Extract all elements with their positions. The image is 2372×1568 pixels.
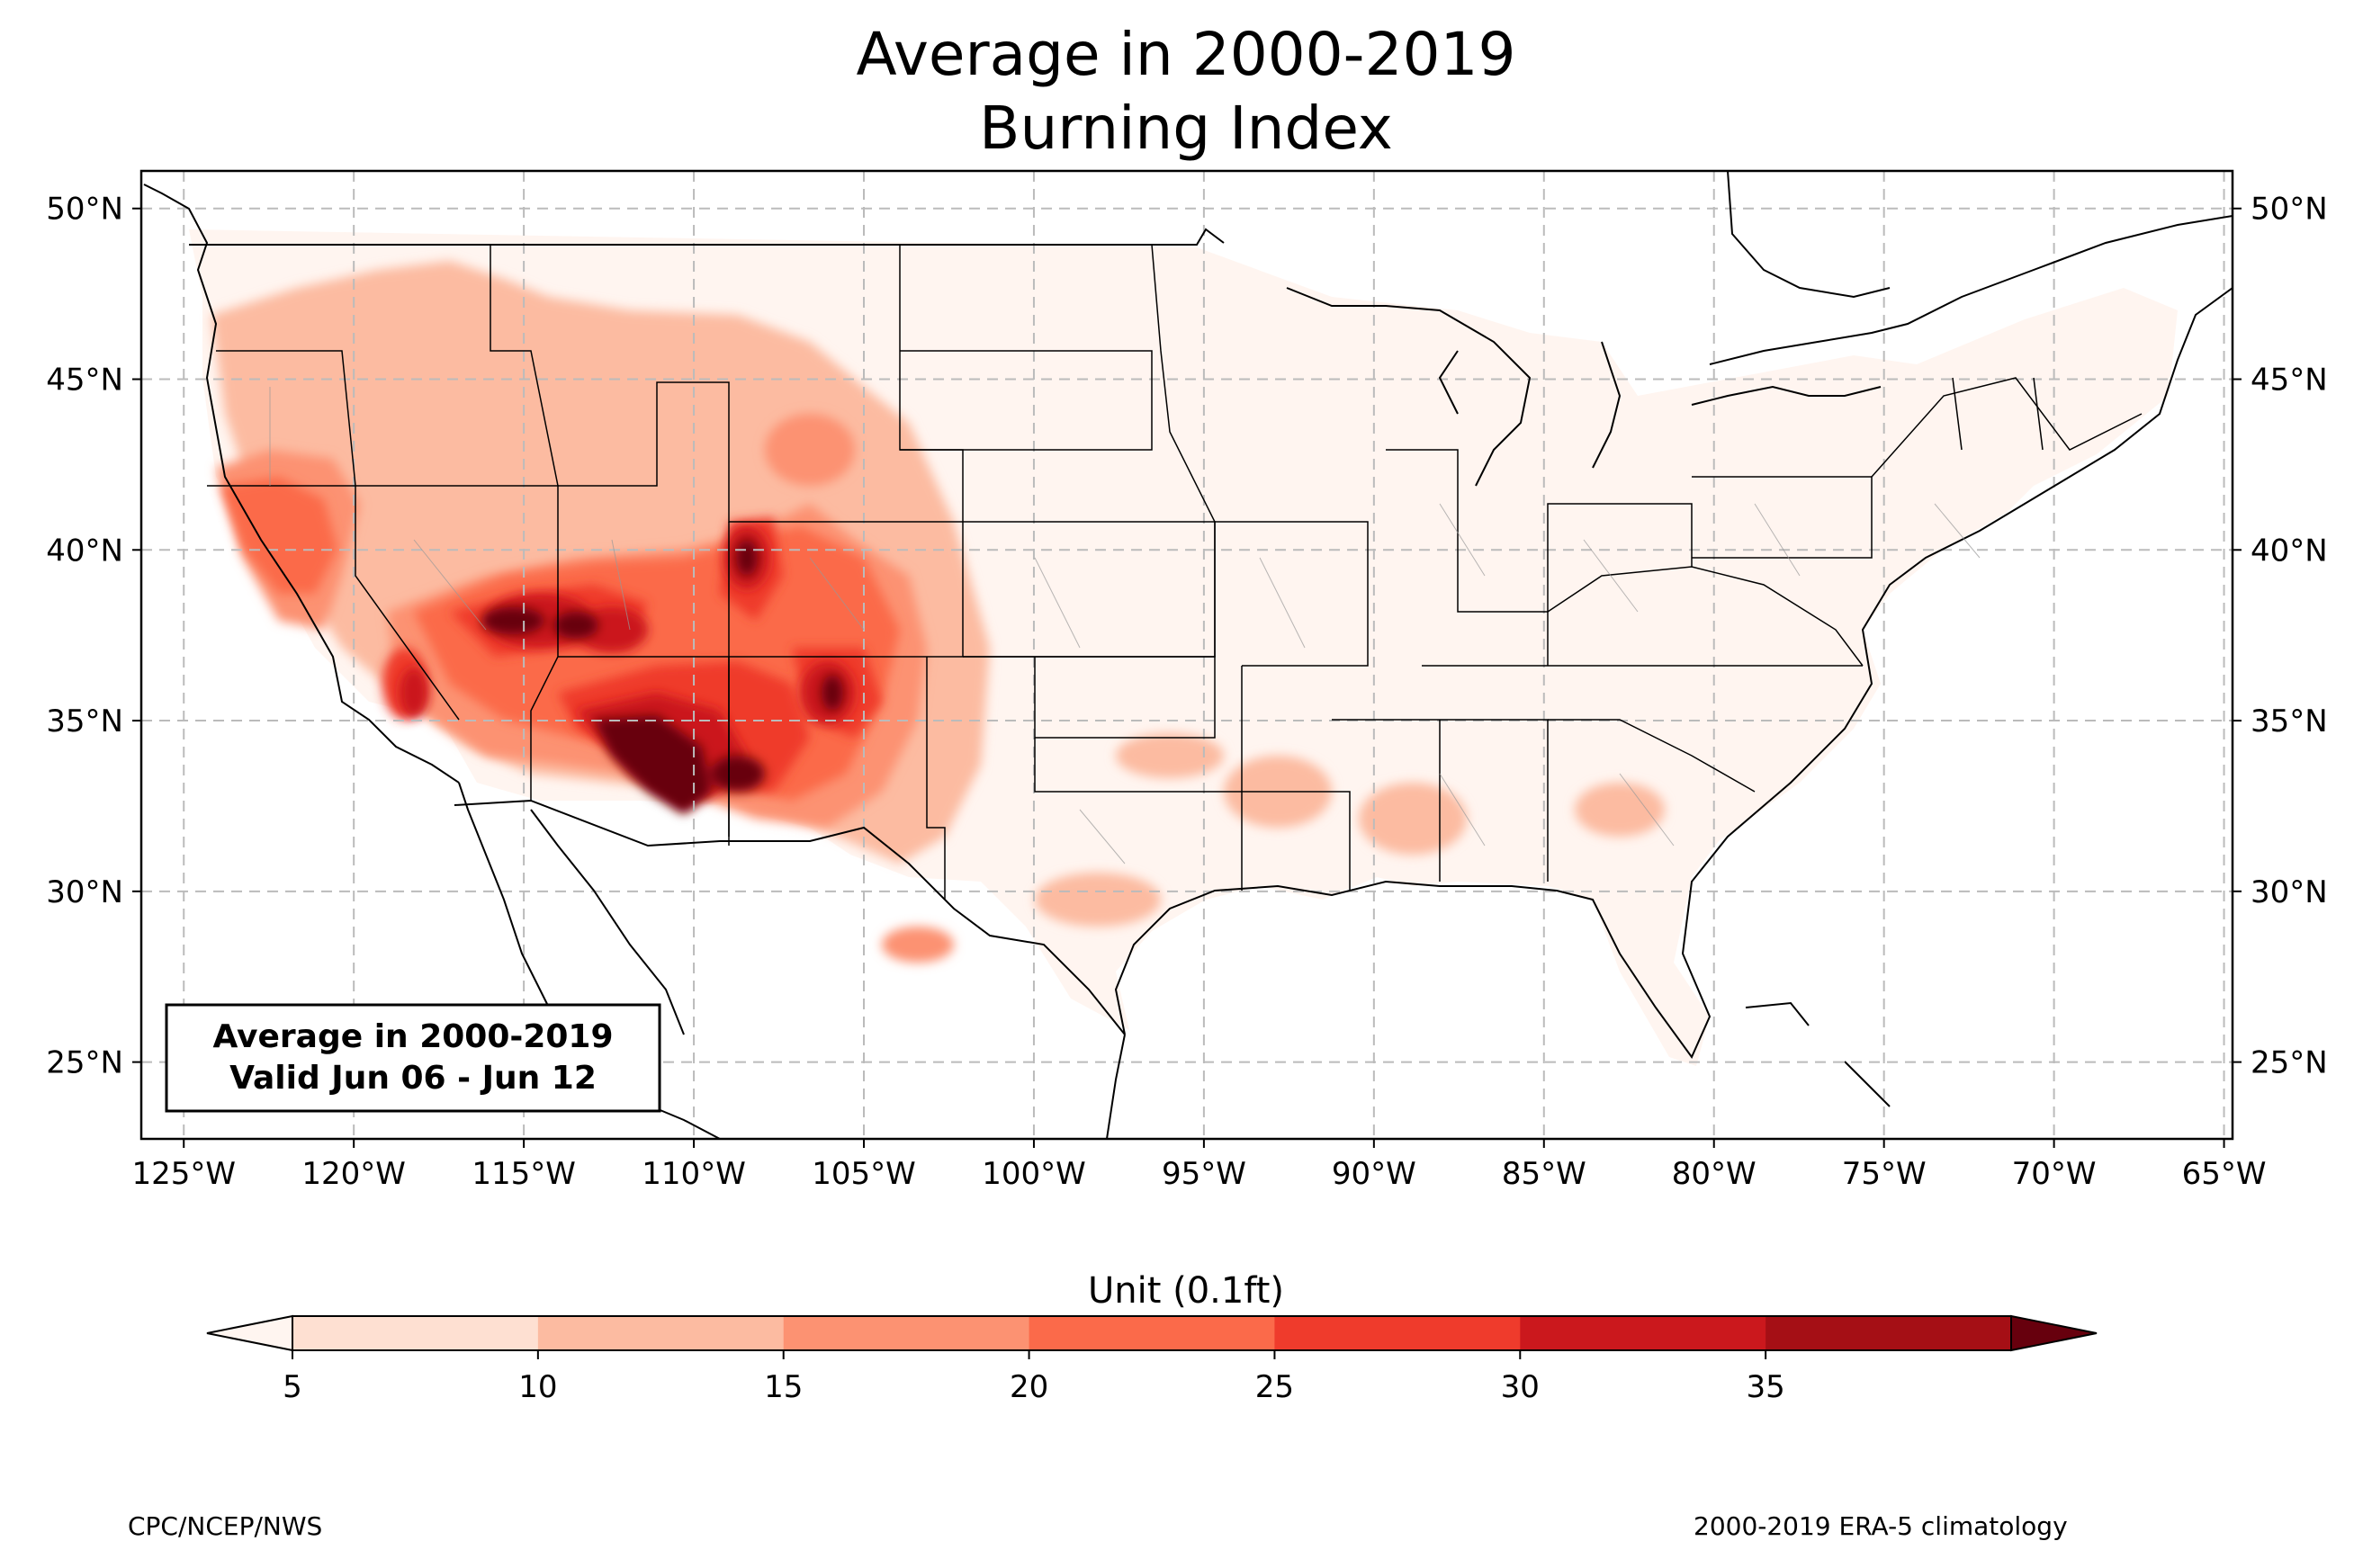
missouri-border (1215, 521, 1369, 667)
colorbar-tick-label: 20 (1010, 1369, 1048, 1405)
lat-tick-label-left: 30°N (46, 874, 123, 910)
gulf-of-california (530, 809, 685, 1035)
valid-period-line1: Average in 2000-2019 (212, 1018, 613, 1055)
footer-climatology: 2000-2019 ERA-5 climatology (1694, 1511, 2068, 1541)
colorbar-swatch (537, 1316, 785, 1350)
caribbean-islands (1745, 1001, 1891, 1107)
colorbar-swatch (1029, 1316, 1275, 1350)
lat-tick-label-right: 45°N (2251, 363, 2328, 399)
atlantic-gulf-coast (1114, 287, 2233, 1059)
lat-tick-label-right: 50°N (2251, 192, 2328, 228)
lon-tick-label: 125°W (131, 1156, 236, 1192)
colorbar-swatch (1274, 1316, 1521, 1350)
colorbar-swatches (206, 1314, 2098, 1352)
contour-level-over-35 (481, 540, 843, 814)
arkansas-louisiana-border (1241, 666, 1351, 891)
lat-tick-label-right: 35°N (2251, 703, 2328, 739)
pennsylvania-border (1692, 476, 1873, 559)
lat-tick-label-left: 35°N (46, 703, 123, 739)
texas-border (1034, 738, 1243, 891)
lon-tick-label: 100°W (982, 1156, 1086, 1192)
map-subtitle: Burning Index (979, 94, 1393, 163)
lat-tick-label-right: 40°N (2251, 533, 2328, 569)
valid-period-box: Average in 2000-2019 Valid Jun 06 - Jun … (165, 1003, 661, 1113)
footer-source: CPC/NCEP/NWS (128, 1511, 323, 1541)
colorbar-over-arrow (2010, 1314, 2098, 1352)
lon-tick-label: 65°W (2182, 1156, 2267, 1192)
colorbar-swatch (1520, 1316, 1766, 1350)
st-lawrence (1709, 215, 2233, 365)
canada-hudson-line (1727, 171, 1891, 299)
latitude-labels-left: 50°N 45°N 40°N 35°N 30°N 25°N (46, 192, 141, 1081)
lon-tick-label: 80°W (1672, 1156, 1757, 1192)
colorbar-tick-label: 5 (283, 1369, 302, 1405)
longitude-labels: 125°W 120°W 115°W 110°W 105°W 100°W 95°W 90°W 85… (131, 1139, 2266, 1192)
utah-wyoming-border (558, 381, 963, 523)
latitude-labels-right: 50°N 45°N 40°N 35°N 30°N 25°N (2233, 192, 2328, 1081)
idaho-border (490, 245, 559, 487)
colorbar-outline (292, 1315, 2012, 1351)
lat-tick-label-right: 25°N (2251, 1045, 2328, 1081)
dakotas-border (900, 350, 1153, 451)
us-mexico-border (454, 799, 1126, 1035)
lon-tick-label: 105°W (812, 1156, 916, 1192)
colorbar-tick-label: 15 (764, 1369, 803, 1405)
new-mexico-border (728, 657, 946, 900)
oklahoma-border (963, 656, 1216, 739)
lat-tick-label-right: 30°N (2251, 874, 2328, 910)
colorbar-tick-label: 35 (1747, 1369, 1785, 1405)
lat-tick-label-left: 50°N (46, 192, 123, 228)
colorbar-swatch (783, 1316, 1030, 1350)
colorbar-tick-label: 30 (1501, 1369, 1540, 1405)
lon-tick-label: 70°W (2012, 1156, 2097, 1192)
valid-period-box-frame (165, 1003, 661, 1113)
county-lines (269, 387, 1981, 865)
lon-tick-label: 90°W (1332, 1156, 1416, 1192)
georgia-carolina-border (1548, 719, 1756, 793)
us-canada-border (189, 228, 1225, 246)
new-england-borders (1952, 377, 2044, 451)
colorbar: Unit (0.1ft) 5 10 15 20 25 30 35 (206, 1270, 2098, 1405)
lat-tick-label-left: 25°N (46, 1045, 123, 1081)
lat-tick-label-left: 45°N (46, 363, 123, 399)
colorbar-ticks: 5 10 15 20 25 30 35 (283, 1350, 1785, 1405)
colorbar-tick-label: 25 (1255, 1369, 1294, 1405)
pacific-coast (143, 184, 460, 784)
lon-tick-label: 115°W (472, 1156, 576, 1192)
great-lakes (1286, 287, 1882, 487)
new-york-border (1871, 377, 2143, 478)
lon-tick-label: 120°W (301, 1156, 406, 1192)
map-frame (139, 169, 2234, 1141)
state-borders (207, 244, 2143, 900)
lon-tick-label: 95°W (1162, 1156, 1246, 1192)
california-nevada-border (355, 486, 460, 721)
colorado-border (728, 522, 964, 658)
colorbar-label: Unit (0.1ft) (1088, 1270, 1284, 1312)
lon-tick-label: 85°W (1502, 1156, 1586, 1192)
valid-period-line2: Valid Jun 06 - Jun 12 (229, 1060, 597, 1097)
mexico-east-coast (1106, 1034, 1126, 1139)
colorbar-swatch (292, 1316, 539, 1350)
kentucky-virginia-border (1547, 566, 1864, 667)
minnesota-iowa-border (1151, 244, 1216, 657)
colorbar-tick-label: 10 (518, 1369, 557, 1405)
lon-tick-label: 110°W (642, 1156, 746, 1192)
colorbar-under-arrow (206, 1314, 293, 1352)
international-borders (189, 228, 1225, 1035)
lat-tick-label-left: 40°N (46, 533, 123, 569)
map-title: Average in 2000-2019 (856, 20, 1516, 89)
lon-tick-label: 75°W (1842, 1156, 1927, 1192)
colorbar-swatch (1766, 1316, 2012, 1350)
oregon-border (207, 350, 356, 487)
map-gridlines (141, 171, 2233, 1139)
map-area (141, 171, 2233, 1139)
